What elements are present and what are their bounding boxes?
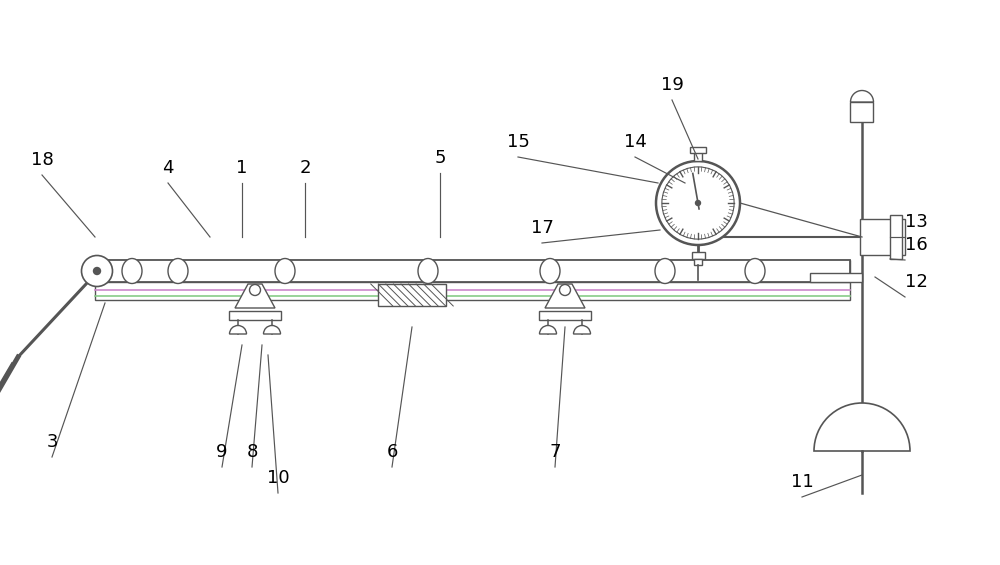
Text: 10: 10: [267, 469, 289, 487]
Text: 5: 5: [434, 149, 446, 167]
Text: 14: 14: [624, 133, 646, 151]
Circle shape: [656, 161, 740, 245]
Ellipse shape: [275, 259, 295, 284]
Text: 1: 1: [236, 159, 248, 177]
Bar: [95, 282, 850, 300]
Bar: [95, 260, 850, 282]
Text: 17: 17: [531, 219, 553, 237]
Ellipse shape: [540, 259, 560, 284]
Ellipse shape: [655, 259, 675, 284]
Wedge shape: [850, 90, 874, 102]
Text: 6: 6: [386, 443, 398, 461]
Circle shape: [696, 201, 701, 206]
Bar: [850, 102, 874, 122]
Text: 8: 8: [246, 443, 258, 461]
Circle shape: [94, 267, 101, 275]
Bar: [692, 252, 704, 259]
Wedge shape: [264, 325, 281, 334]
Text: 7: 7: [549, 443, 561, 461]
Text: 15: 15: [507, 133, 529, 151]
Wedge shape: [574, 325, 590, 334]
Text: 18: 18: [31, 151, 53, 169]
Text: 16: 16: [905, 236, 928, 254]
Polygon shape: [235, 284, 275, 308]
Circle shape: [662, 167, 734, 239]
Text: 12: 12: [905, 273, 928, 291]
Text: 4: 4: [162, 159, 174, 177]
Text: 13: 13: [905, 213, 928, 231]
Ellipse shape: [122, 259, 142, 284]
Bar: [690, 147, 706, 153]
Wedge shape: [230, 325, 247, 334]
Bar: [378, 284, 446, 306]
Bar: [890, 215, 902, 259]
Bar: [539, 311, 591, 320]
Wedge shape: [540, 325, 557, 334]
Bar: [694, 259, 702, 265]
Bar: [860, 219, 905, 255]
Circle shape: [82, 255, 113, 286]
Ellipse shape: [418, 259, 438, 284]
Circle shape: [250, 285, 261, 295]
Wedge shape: [814, 403, 910, 451]
Polygon shape: [545, 284, 585, 308]
Bar: [694, 151, 702, 161]
Text: 3: 3: [46, 433, 58, 451]
Ellipse shape: [745, 259, 765, 284]
Text: 2: 2: [299, 159, 311, 177]
Bar: [229, 311, 281, 320]
Text: 11: 11: [791, 473, 813, 491]
Bar: [810, 272, 862, 281]
Bar: [95, 260, 850, 282]
Circle shape: [560, 285, 571, 295]
Text: 19: 19: [661, 76, 683, 94]
Text: 9: 9: [216, 443, 228, 461]
Ellipse shape: [168, 259, 188, 284]
